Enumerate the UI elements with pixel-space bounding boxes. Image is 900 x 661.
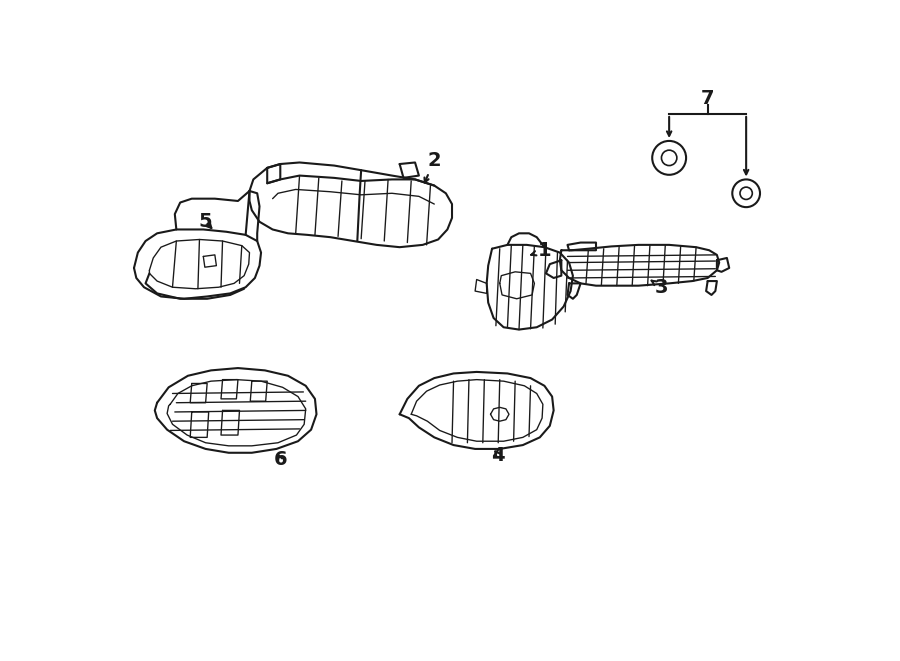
Text: 1: 1 xyxy=(531,241,551,260)
Text: 7: 7 xyxy=(701,89,715,108)
Text: 2: 2 xyxy=(425,151,441,182)
Text: 3: 3 xyxy=(652,278,668,297)
Text: 6: 6 xyxy=(274,450,287,469)
Text: 5: 5 xyxy=(199,212,212,231)
Text: 4: 4 xyxy=(491,446,505,465)
